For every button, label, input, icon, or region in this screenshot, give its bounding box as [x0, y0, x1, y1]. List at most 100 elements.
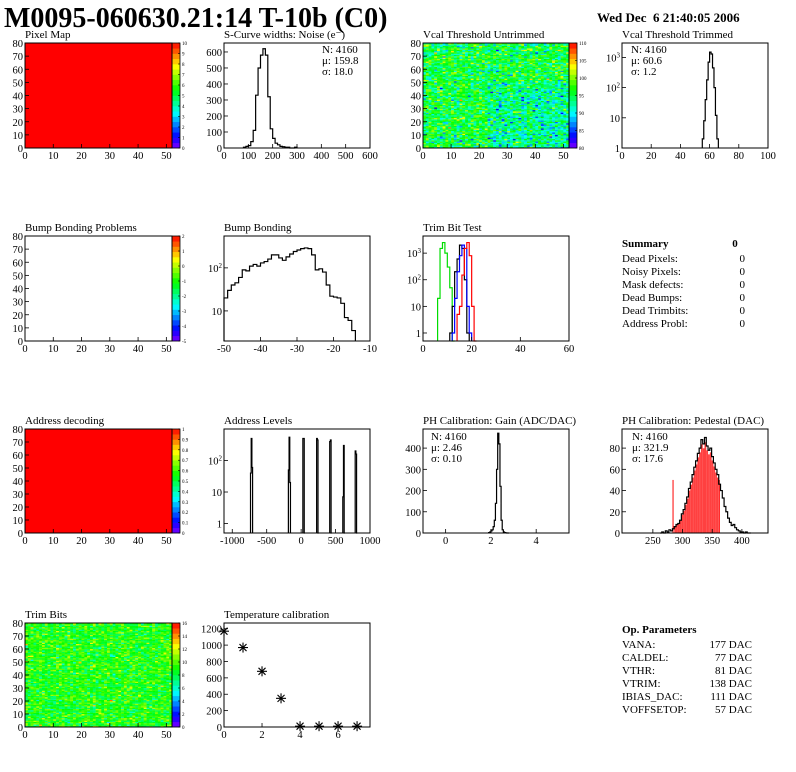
heatmap-cell — [554, 62, 558, 65]
heatmap-cell — [540, 90, 544, 92]
heatmap-cell — [439, 96, 443, 99]
heatmap-cell — [546, 79, 550, 82]
heatmap-cell — [476, 86, 480, 88]
heatmap-cell — [25, 645, 29, 647]
heatmap-cell — [33, 660, 37, 663]
heatmap-cell — [465, 130, 469, 133]
heatmap-cell — [524, 128, 528, 130]
heatmap-cell — [479, 100, 483, 103]
heatmap-cell — [437, 120, 441, 122]
heatmap-cell — [439, 82, 443, 84]
heatmap-cell — [437, 46, 441, 49]
heatmap-cell — [546, 74, 550, 77]
heatmap-cell — [498, 44, 502, 46]
heatmap-cell — [459, 56, 463, 58]
heatmap-cell — [470, 113, 474, 116]
heatmap-cell — [515, 83, 519, 86]
heatmap-cell — [504, 140, 508, 142]
heatmap-cell — [504, 111, 508, 113]
heatmap-cell — [445, 95, 449, 98]
heatmap-cell — [481, 125, 485, 128]
heatmap-cell — [510, 77, 514, 79]
heatmap-cell — [473, 102, 477, 104]
heatmap-cell — [557, 119, 561, 121]
heatmap-cell — [481, 94, 485, 96]
heatmap-cell — [493, 121, 497, 124]
heatmap-cell — [518, 134, 522, 137]
heatmap-cell — [496, 117, 500, 120]
x-tick-label: 20 — [76, 536, 87, 547]
heatmap-cell — [481, 90, 485, 92]
heatmap-cell — [445, 119, 449, 121]
heatmap-cell — [526, 79, 530, 82]
heatmap-cell — [529, 69, 533, 71]
heatmap-cell — [423, 85, 427, 87]
heatmap-cell — [459, 106, 463, 108]
heatmap-cell — [501, 142, 505, 145]
heatmap-cell — [554, 129, 558, 132]
heatmap-cell — [465, 113, 469, 116]
heatmap-cell — [532, 79, 536, 82]
heatmap-cell — [487, 119, 491, 121]
heatmap-cell — [462, 146, 466, 149]
heatmap-cell — [442, 130, 446, 133]
heatmap-cell — [554, 145, 558, 147]
x-tick-label: 50 — [161, 344, 172, 355]
heatmap-cell — [498, 71, 502, 74]
heatmap-cell — [526, 50, 530, 53]
heatmap-cell — [33, 652, 37, 655]
heatmap-cell — [543, 100, 547, 103]
heatmap-cell — [521, 99, 525, 101]
heatmap-cell — [465, 70, 469, 73]
heatmap-cell — [554, 116, 558, 119]
heatmap-cell — [493, 69, 497, 71]
heatmap-cell — [445, 104, 449, 107]
heatmap-cell — [535, 61, 539, 63]
heatmap-cell — [496, 52, 500, 54]
heatmap-cell — [434, 67, 438, 70]
heatmap-cell — [490, 46, 494, 49]
heatmap-cell — [560, 85, 564, 87]
heatmap-cell — [546, 67, 550, 70]
heatmap-cell — [25, 689, 29, 691]
heatmap-cell — [470, 82, 474, 84]
heatmap-cell — [504, 85, 508, 87]
heatmap-cell — [425, 140, 429, 142]
heatmap-cell — [481, 144, 485, 146]
heatmap-cell — [529, 58, 533, 61]
heatmap-cell — [465, 117, 469, 120]
heatmap-cell — [462, 65, 466, 67]
heatmap-cell — [563, 54, 567, 57]
heatmap-cell — [30, 714, 34, 716]
heatmap-cell — [521, 81, 525, 83]
heatmap-cell — [476, 52, 480, 54]
heatmap-cell — [470, 121, 474, 124]
y-tick-label: 200 — [206, 112, 222, 123]
heatmap-cell — [524, 133, 528, 136]
heatmap-cell — [521, 119, 525, 121]
heatmap-cell — [538, 48, 542, 50]
heatmap-cell — [515, 112, 519, 115]
heatmap-cell — [566, 81, 570, 83]
heatmap-cell — [479, 87, 483, 90]
heatmap-cell — [431, 104, 435, 107]
heatmap-cell — [501, 92, 505, 95]
heatmap-cell — [476, 132, 480, 134]
heatmap-cell — [529, 83, 533, 86]
heatmap-cell — [540, 138, 544, 141]
heatmap-cell — [549, 79, 553, 82]
heatmap-cell — [560, 103, 564, 105]
heatmap-cell — [526, 134, 530, 137]
heatmap-cell — [473, 52, 477, 54]
heatmap-cell — [518, 109, 522, 112]
heatmap-cell — [504, 57, 508, 59]
heatmap-cell — [529, 61, 533, 63]
heatmap-cell — [456, 83, 460, 86]
heatmap-cell — [510, 146, 514, 149]
heatmap-cell — [453, 102, 457, 104]
heatmap-cell — [481, 121, 485, 124]
heatmap-cell — [425, 120, 429, 122]
heatmap-cell — [465, 48, 469, 50]
heatmap-cell — [529, 125, 533, 128]
heatmap-cell — [524, 46, 528, 49]
